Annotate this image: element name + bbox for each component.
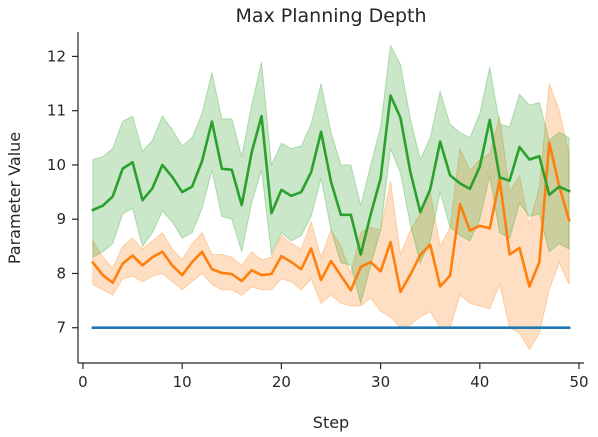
y-tick-label: 8 [56,264,66,282]
y-tick-label: 7 [56,319,66,337]
series-2-confidence-band [92,43,570,306]
confidence-bands [92,43,570,351]
x-tick-label: 30 [371,373,390,391]
x-tick-label: 0 [78,373,88,391]
x-tick-label: 20 [272,373,291,391]
y-tick-label: 12 [47,47,66,65]
x-axis-ticks: 0 10 20 30 40 50 [78,363,589,391]
series-2-line [91,94,571,256]
x-axis-label: Step [313,413,349,432]
chart-title: Max Planning Depth [235,5,426,27]
x-tick-label: 50 [569,373,588,391]
y-axis-label: Parameter Value [5,132,24,264]
x-tick-label: 40 [470,373,489,391]
y-tick-label: 11 [47,102,66,120]
series-1-line [91,141,571,294]
x-tick-label: 10 [173,373,192,391]
y-axis-ticks: 7 8 9 10 11 12 [47,47,78,337]
series-lines [91,94,571,330]
series-1-confidence-band [92,83,570,351]
y-tick-label: 10 [47,156,66,174]
y-tick-label: 9 [56,210,66,228]
